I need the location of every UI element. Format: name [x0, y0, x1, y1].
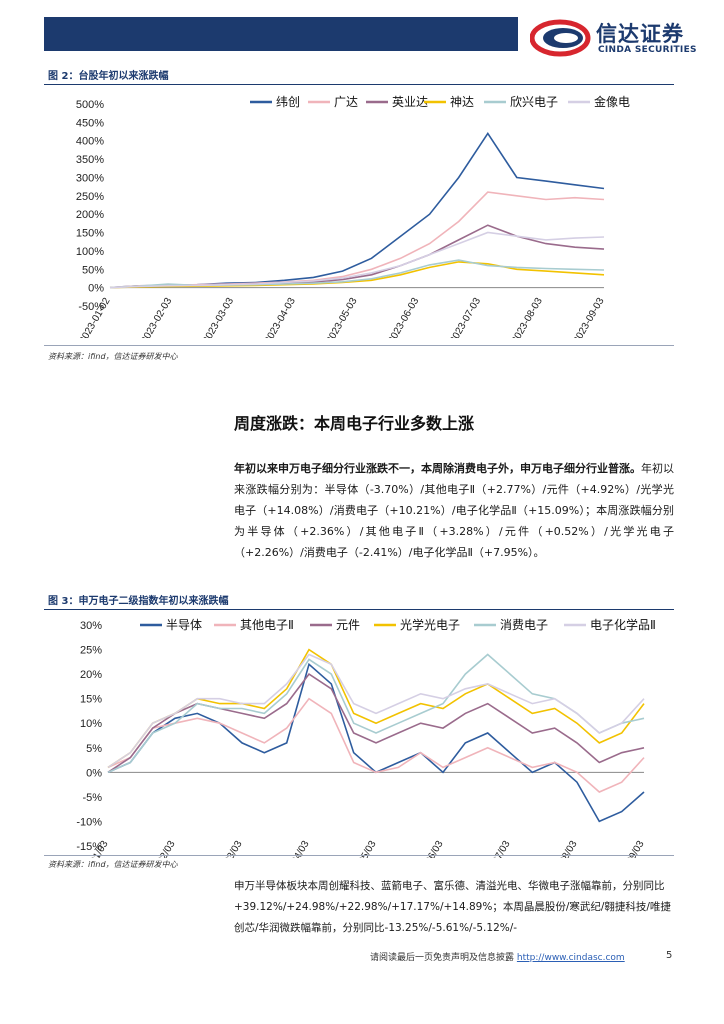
- legend-label: 英业达: [392, 95, 428, 109]
- y-tick-label: 0%: [86, 767, 102, 779]
- cinda-logo: 信达证券 CINDA SECURITIES: [529, 14, 710, 58]
- footer-disclaimer: 请阅读最后一页免责声明及信息披露: [370, 953, 515, 963]
- y-tick-label: 200%: [76, 209, 104, 221]
- logo-text-cn: 信达证券: [596, 22, 684, 46]
- paragraph-semiconductor: 申万半导体板块本周创耀科技、蓝箭电子、富乐德、清溢光电、华微电子涨幅靠前，分别同…: [234, 880, 671, 934]
- paragraph-industry-performance: 年初以来申万电子细分行业涨跌不一，本周除消费电子外，申万电子细分行业普涨。年初以…: [234, 458, 674, 563]
- footer: 请阅读最后一页免责声明及信息披露 http://www.cindasc.com: [370, 950, 625, 963]
- series-line-2: [109, 224, 605, 289]
- cinda-logo-icon: [529, 19, 591, 57]
- figure2-chart: 500% 450% 400% 350% 300% 250% 200% 150% 100% 50% 0…: [76, 94, 630, 338]
- figure2-top-rule: [44, 84, 674, 85]
- y-tick-label: 450%: [76, 117, 104, 129]
- figure2-bottom-rule: [44, 345, 674, 346]
- legend-label: 电子化学品Ⅱ: [590, 617, 656, 632]
- series-line-5: [107, 653, 645, 769]
- legend-label: 光学光电子: [400, 617, 460, 632]
- y-tick-label: 50%: [82, 264, 104, 276]
- legend-label: 广达: [334, 95, 358, 109]
- x-tick-label: 2023-03-03: [201, 296, 236, 338]
- y-tick-label: 5%: [86, 743, 102, 755]
- y-tick-label: 300%: [76, 172, 104, 184]
- y-tick-label: 250%: [76, 191, 104, 203]
- y-tick-label: 0%: [88, 283, 104, 295]
- series-line-0: [109, 131, 605, 289]
- figure3-bottom-rule: [44, 855, 674, 856]
- figure2-source: 资料来源：ifind，信达证券研发中心: [48, 352, 178, 361]
- header-banner: [44, 17, 518, 51]
- paragraph1-body: 年初以来涨跌幅分别为：半导体（-3.70%）/其他电子Ⅱ（+2.77%）/元件（…: [234, 462, 674, 559]
- x-tick-label: 2023-06-03: [386, 296, 421, 338]
- figure2-title: 图 2：台股年初以来涨跌幅: [48, 71, 169, 82]
- y-tick-label: 30%: [80, 620, 102, 632]
- y-tick-label: 350%: [76, 154, 104, 166]
- y-tick-label: 150%: [76, 228, 104, 240]
- y-tick-label: -15%: [76, 841, 102, 853]
- legend-label: 神达: [450, 95, 474, 109]
- x-tick-label: 2023-02-03: [139, 296, 174, 338]
- legend-label: 欣兴电子: [510, 95, 558, 109]
- y-tick-label: 25%: [80, 645, 102, 657]
- x-tick-label: 2023-09-03: [571, 296, 606, 338]
- legend-label: 半导体: [166, 618, 202, 632]
- logo-text-en: CINDA SECURITIES: [598, 45, 697, 55]
- y-tick-label: -5%: [82, 792, 102, 804]
- x-tick-label: 2023-07-03: [448, 296, 483, 338]
- legend-label: 消费电子: [500, 618, 548, 632]
- page-number: 5: [666, 950, 673, 961]
- series-line-3: [107, 648, 645, 769]
- legend-label: 其他电子Ⅱ: [240, 618, 294, 632]
- paragraph1-lead: 年初以来申万电子细分行业涨跌不一，本周除消费电子外，申万电子细分行业普涨。: [234, 462, 641, 475]
- x-tick-label: 2023-04-03: [263, 296, 298, 338]
- y-tick-label: 15%: [80, 694, 102, 706]
- figure3-title: 图 3：申万电子二级指数年初以来涨跌幅: [48, 596, 229, 607]
- series-line-5: [109, 231, 605, 289]
- x-tick-label: 2023-05-03: [324, 296, 359, 338]
- y-tick-label: 400%: [76, 136, 104, 148]
- y-tick-label: 20%: [80, 669, 102, 681]
- y-tick-label: 100%: [76, 246, 104, 258]
- figure3-source: 资料来源：ifind，信达证券研发中心: [48, 860, 178, 869]
- x-tick-label: 2023-08-03: [510, 296, 545, 338]
- y-tick-label: -10%: [76, 816, 102, 828]
- section-heading: 周度涨跌：本周电子行业多数上涨: [234, 414, 475, 433]
- figure3-chart: 30%25%20%15%10%5%0%-5%-10%-15%2023/01/03…: [76, 617, 656, 858]
- figure3-top-rule: [44, 609, 674, 610]
- footer-link[interactable]: http://www.cindasc.com: [516, 953, 625, 963]
- y-tick-label: 500%: [76, 99, 104, 111]
- y-tick-label: 10%: [80, 718, 102, 730]
- legend-label: 金像电: [594, 94, 630, 109]
- legend-label: 纬创: [276, 95, 300, 109]
- legend-label: 元件: [336, 618, 360, 632]
- series-line-1: [107, 697, 645, 793]
- y-tick-label: -50%: [78, 301, 104, 313]
